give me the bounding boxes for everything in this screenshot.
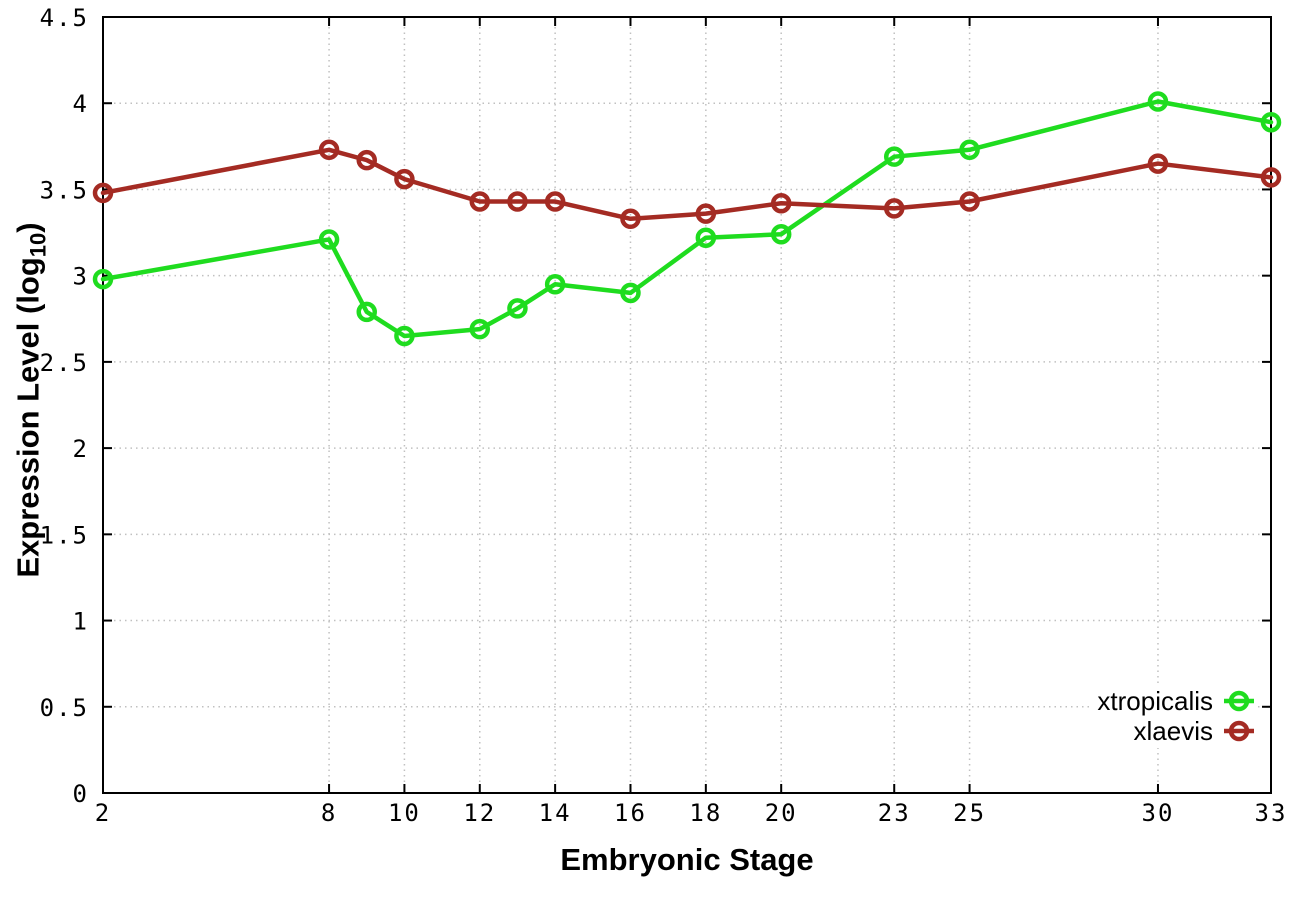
y-axis-title: Expression Level (log10) (11, 222, 52, 577)
legend-label: xlaevis (1134, 716, 1213, 746)
x-tick-label: 18 (689, 799, 722, 827)
data-point-xlaevis (695, 203, 717, 224)
legend-item-xtropicalis: xtropicalis (1097, 686, 1254, 716)
y-tick-label: 2.5 (40, 349, 89, 377)
x-tick-label: 30 (1142, 799, 1175, 827)
series-line-xtropicalis (100, 99, 1274, 339)
data-point-xtropicalis (318, 229, 340, 250)
data-point-xlaevis (356, 149, 377, 171)
x-tick-label: 12 (463, 799, 496, 827)
data-point-xtropicalis (1260, 111, 1282, 133)
data-point-xlaevis (620, 208, 641, 230)
data-point-xlaevis (770, 192, 792, 214)
y-tick-label: 0 (73, 780, 89, 808)
y-tick-label: 4.5 (40, 4, 89, 32)
x-axis-title: Embryonic Stage (560, 842, 814, 877)
data-point-xtropicalis (1147, 91, 1169, 112)
y-tick-labels: 0 0.5 1 1.5 2 2.5 3 3.5 4 4.5 (40, 4, 89, 808)
series-xlaevis (92, 139, 1282, 230)
legend-sample-marker (1228, 720, 1250, 742)
x-tick-labels: 2 8 10 12 14 16 18 20 23 25 30 33 (95, 799, 1288, 827)
legend-sample-marker (1228, 690, 1250, 712)
tick-marks (102, 16, 1272, 794)
data-point-xlaevis (469, 191, 491, 212)
data-point-xlaevis (544, 191, 566, 212)
data-point-xtropicalis (883, 146, 905, 167)
data-point-xlaevis (1260, 167, 1282, 188)
x-tick-label: 23 (878, 799, 911, 827)
data-point-xtropicalis (507, 298, 528, 319)
data-point-xtropicalis (356, 301, 377, 323)
x-tick-label: 2 (95, 799, 111, 827)
x-tick-label: 14 (539, 799, 572, 827)
data-point-xtropicalis (620, 282, 641, 304)
series-xtropicalis (92, 91, 1282, 347)
y-tick-label: 0.5 (40, 694, 89, 722)
data-point-xtropicalis (959, 139, 980, 161)
data-point-xlaevis (92, 182, 114, 204)
x-tick-label: 20 (765, 799, 798, 827)
y-axis-title-text: Expression Level (log (10, 257, 46, 578)
data-point-xlaevis (318, 139, 340, 161)
data-point-xlaevis (394, 168, 415, 190)
data-point-xlaevis (959, 191, 980, 212)
data-point-xlaevis (1147, 153, 1169, 174)
data-point-xlaevis (507, 191, 528, 212)
data-point-xtropicalis (770, 224, 792, 245)
data-point-xtropicalis (695, 227, 717, 248)
legend-background (1090, 684, 1258, 748)
y-tick-label: 3.5 (40, 176, 89, 204)
legend-label: xtropicalis (1097, 686, 1213, 716)
data-point-xtropicalis (394, 325, 415, 347)
y-axis-title-subscript: 10 (25, 232, 51, 258)
y-tick-label: 4 (73, 90, 89, 118)
y-tick-label: 3 (73, 263, 89, 291)
plot-border (102, 16, 1272, 794)
series-line-xlaevis (100, 147, 1274, 222)
x-tick-label: 25 (953, 799, 986, 827)
y-axis-title-close: ) (10, 222, 46, 233)
y-tick-label: 2 (73, 435, 89, 463)
x-tick-label: 8 (321, 799, 337, 827)
data-point-xtropicalis (92, 268, 114, 290)
data-point-xlaevis (883, 198, 905, 219)
data-point-xtropicalis (544, 274, 566, 295)
x-tick-label: 16 (614, 799, 647, 827)
legend-item-xlaevis: xlaevis (1134, 716, 1254, 746)
data-point-xtropicalis (469, 318, 491, 340)
gridlines (103, 17, 1271, 793)
x-tick-label: 33 (1255, 799, 1288, 827)
x-tick-label: 10 (388, 799, 421, 827)
y-tick-label: 1.5 (40, 521, 89, 549)
y-tick-label: 1 (73, 608, 89, 636)
